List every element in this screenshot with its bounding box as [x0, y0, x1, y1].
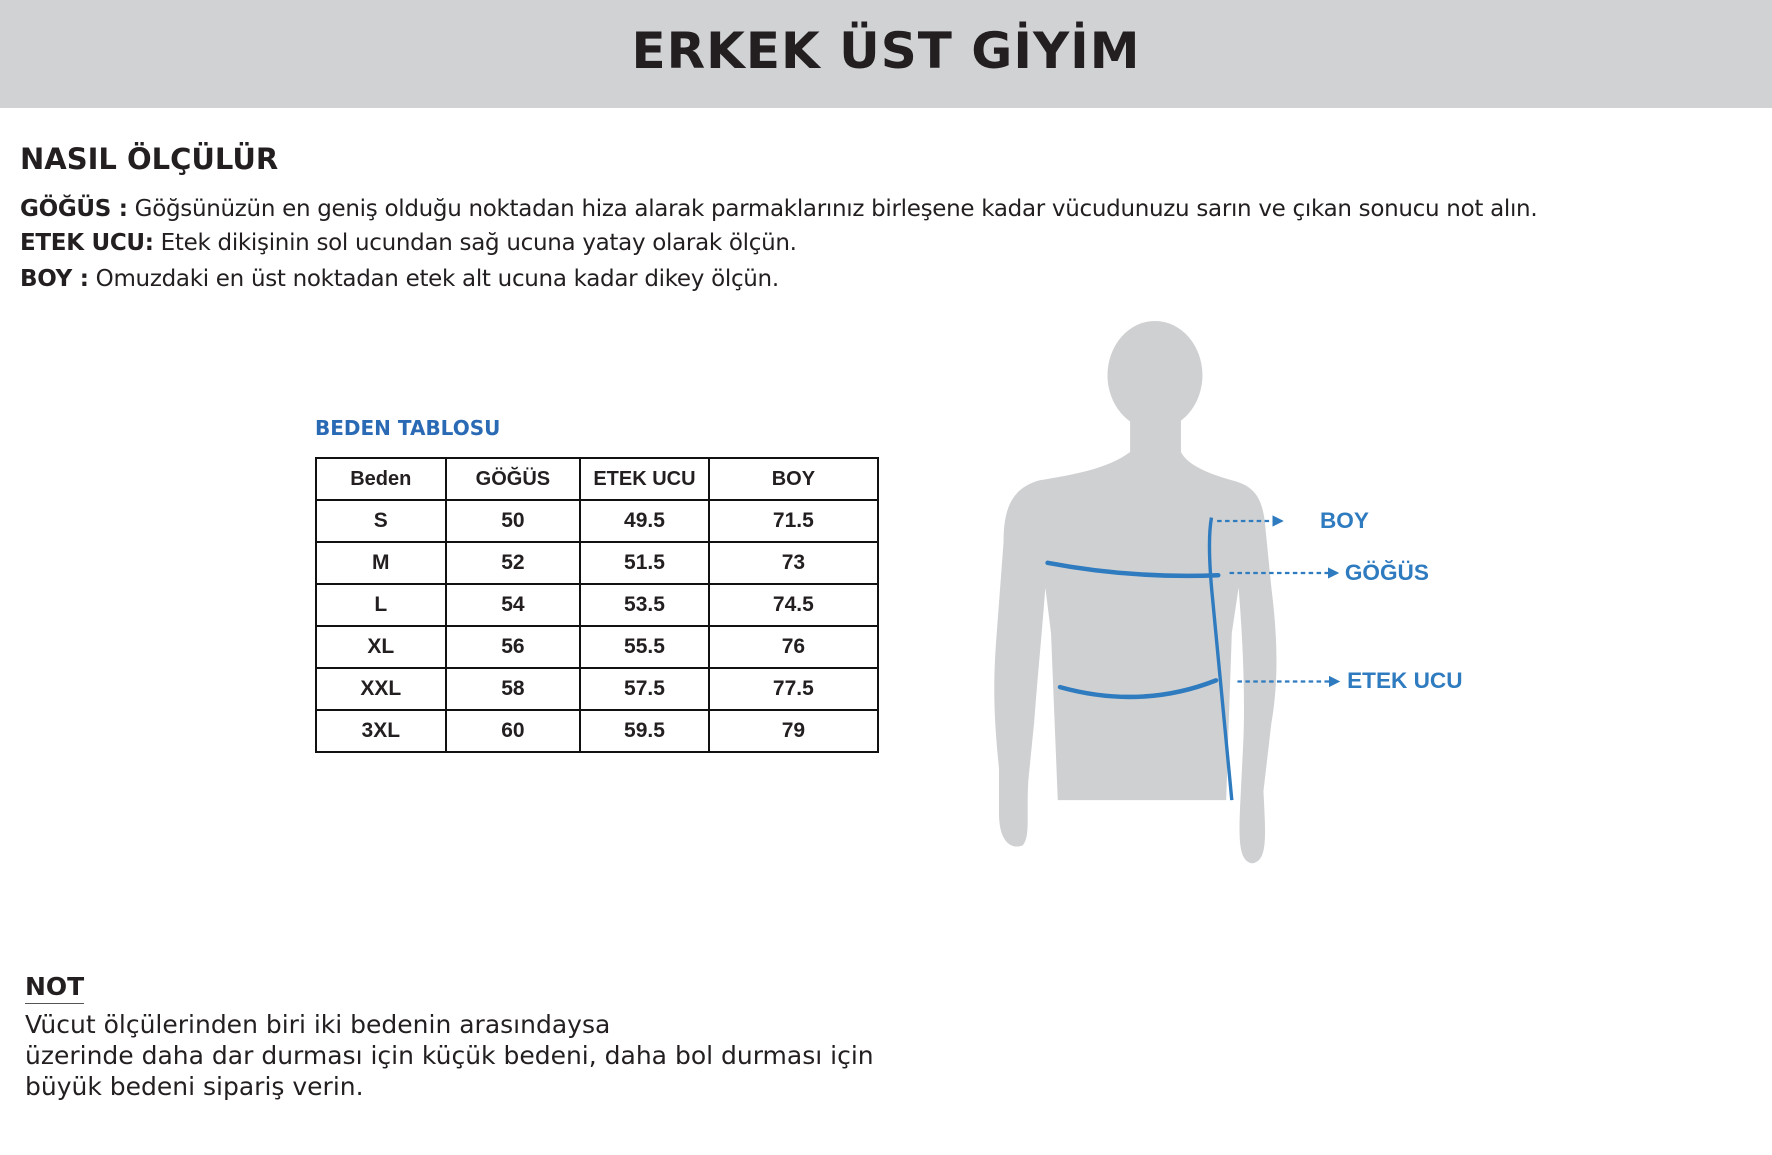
table-cell: 52 — [444, 541, 582, 585]
instruction-length: BOY : Omuzdaki en üst noktadan etek alt … — [20, 266, 779, 292]
table-row: XL 56 55.5 76 — [315, 625, 880, 669]
size-table-title: BEDEN TABLOSU — [315, 416, 501, 440]
table-cell: 73 — [707, 541, 880, 585]
table-cell: 60 — [444, 709, 582, 753]
column-header: ETEK UCU — [579, 457, 710, 501]
table-cell: 50 — [444, 499, 582, 543]
how-to-measure-title: NASIL ÖLÇÜLÜR — [20, 142, 279, 176]
column-header: Beden — [315, 457, 447, 501]
length-measure-line — [1207, 517, 1234, 801]
table-cell: L — [315, 583, 447, 627]
page-title: ERKEK ÜST GİYİM — [631, 22, 1141, 80]
note-title: NOT — [25, 972, 85, 1004]
table-cell: 3XL — [315, 709, 447, 753]
boy-label: BOY — [1320, 508, 1369, 533]
table-row: XXL 58 57.5 77.5 — [315, 667, 880, 711]
instruction-text: Göğsünüzün en geniş olduğu noktadan hiza… — [127, 196, 1538, 222]
instruction-text: Etek dikişinin sol ucundan sağ ucuna yat… — [153, 230, 797, 256]
table-cell: M — [315, 541, 447, 585]
table-cell: S — [315, 499, 447, 543]
table-cell: 76 — [707, 625, 880, 669]
table-cell: 53.5 — [579, 583, 710, 627]
size-table: Beden GÖĞÜS ETEK UCU BOY S 50 49.5 71.5 M 52… — [315, 457, 880, 753]
table-cell: 74.5 — [707, 583, 880, 627]
gogus-label: GÖĞÜS — [1345, 560, 1429, 585]
instruction-label: GÖĞÜS : — [20, 196, 128, 222]
instruction-label: BOY : — [20, 266, 89, 292]
table-row: S 50 49.5 71.5 — [315, 499, 880, 543]
table-cell: 55.5 — [579, 625, 710, 669]
column-header: GÖĞÜS — [444, 457, 582, 501]
table-row: L 54 53.5 74.5 — [315, 583, 880, 627]
body-silhouette — [994, 320, 1277, 864]
hem-measure-line — [1057, 678, 1219, 700]
note-line: üzerinde daha dar durması için küçük bed… — [25, 1041, 874, 1070]
instruction-text: Omuzdaki en üst noktadan etek alt ucuna … — [88, 266, 780, 292]
table-cell: 51.5 — [579, 541, 710, 585]
table-cell: XXL — [315, 667, 447, 711]
table-row: M 52 51.5 73 — [315, 541, 880, 585]
table-cell: XL — [315, 625, 447, 669]
table-row: 3XL 60 59.5 79 — [315, 709, 880, 753]
instruction-label: ETEK UCU: — [20, 230, 154, 256]
etek-ucu-label: ETEK UCU — [1347, 668, 1462, 693]
chest-measure-line — [1045, 560, 1221, 579]
instruction-hem: ETEK UCU: Etek dikişinin sol ucundan sağ… — [20, 230, 797, 256]
table-cell: 58 — [444, 667, 582, 711]
table-cell: 77.5 — [707, 667, 880, 711]
table-cell: 54 — [444, 583, 582, 627]
table-cell: 71.5 — [707, 499, 880, 543]
table-cell: 79 — [707, 709, 880, 753]
note-line: büyük bedeni sipariş verin. — [25, 1072, 364, 1101]
table-cell: 59.5 — [579, 709, 710, 753]
table-cell: 49.5 — [579, 499, 710, 543]
header-banner: ERKEK ÜST GİYİM — [0, 0, 1772, 108]
table-cell: 56 — [444, 625, 582, 669]
table-header-row: Beden GÖĞÜS ETEK UCU BOY — [315, 457, 880, 501]
column-header: BOY — [707, 457, 880, 501]
instruction-chest: GÖĞÜS : Göğsünüzün en geniş olduğu nokta… — [20, 196, 1538, 222]
table-cell: 57.5 — [579, 667, 710, 711]
note-line: Vücut ölçülerinden biri iki bedenin aras… — [25, 1010, 611, 1039]
